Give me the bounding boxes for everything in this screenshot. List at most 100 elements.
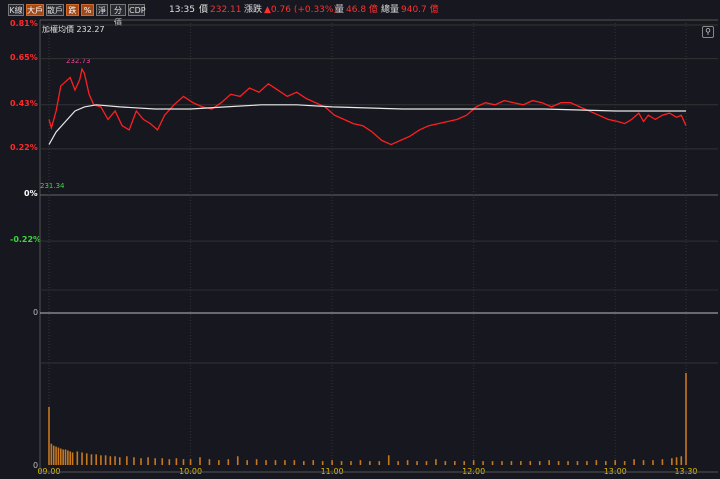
volume-bar-6 — [62, 449, 64, 465]
volume-bar-20 — [118, 457, 121, 465]
volume-zero-label: 0 — [33, 461, 39, 470]
volume-bar-27 — [168, 459, 171, 465]
volume-bar-72 — [586, 461, 588, 465]
toolbar-button-5[interactable]: 淨 — [96, 4, 108, 16]
volume-bar-12 — [81, 452, 83, 465]
volume-bar-37 — [255, 459, 258, 465]
volume-bar-61 — [482, 461, 484, 465]
low-annotation: 231.34 — [40, 182, 65, 190]
high-annotation: 232.73 — [66, 57, 91, 65]
volume-bar-74 — [604, 461, 607, 465]
toolbar-button-1[interactable]: 大戶 — [26, 4, 44, 16]
volume-bar-73 — [595, 460, 598, 465]
volume-bar-32 — [208, 459, 211, 465]
volume-bar-44 — [321, 461, 324, 465]
volume-bar-68 — [548, 460, 550, 465]
header-change: ▲0.76 (+0.33%) — [264, 5, 337, 15]
volume-bar-22 — [133, 457, 135, 465]
series-line-0 — [48, 67, 687, 146]
y-tick-label-5: -0.22% — [10, 235, 42, 245]
volume-bar-18 — [109, 456, 112, 465]
toolbar-button-0[interactable]: K線 — [8, 4, 24, 16]
volume-bar-58 — [453, 461, 456, 465]
header-total-vol-label: 總量 — [381, 5, 400, 15]
volume-bar-13 — [85, 453, 88, 465]
volume-bar-24 — [147, 457, 149, 465]
volume-bar-66 — [529, 461, 532, 465]
volume-bar-23 — [140, 458, 142, 465]
volume-bar-77 — [633, 459, 635, 465]
toolbar-button-6[interactable]: 分價 — [110, 4, 126, 27]
volume-bar-8 — [67, 450, 69, 465]
volume-bar-36 — [246, 460, 248, 465]
volume-bar-59 — [463, 461, 466, 465]
volume-bar-46 — [340, 461, 343, 465]
toolbar-button-4[interactable]: % — [81, 4, 94, 16]
price-lines — [48, 67, 687, 146]
y-tick-label-0: 0.81% — [10, 19, 38, 28]
link-icon[interactable]: ⚲ — [702, 26, 714, 38]
header-vol-label: 量 — [335, 5, 345, 15]
volume-bar-65 — [520, 461, 522, 465]
header-total-vol: 940.7 億 — [401, 5, 439, 15]
volume-bar-41 — [293, 460, 296, 465]
volume-bar-39 — [274, 460, 277, 465]
toolbar-button-7[interactable]: CDP — [128, 4, 146, 16]
volume-bar-57 — [444, 461, 447, 465]
header-price: 232.11 — [210, 5, 242, 15]
volume-bar-4 — [57, 447, 60, 465]
volume-bar-70 — [567, 461, 569, 465]
legend-label: 加權均價 232.27 — [42, 25, 105, 34]
volume-bar-11 — [76, 451, 79, 465]
volume-bar-1 — [50, 443, 53, 465]
volume-bar-55 — [425, 461, 428, 465]
y-tick-label-3: 0.22% — [10, 142, 38, 152]
volume-bar-17 — [104, 455, 107, 465]
volume-bar-79 — [652, 460, 654, 465]
volume-bar-9 — [69, 451, 72, 465]
zero-line-label: 0 — [33, 308, 39, 317]
volume-bar-7 — [64, 449, 67, 465]
series-line-1 — [48, 104, 686, 145]
volume-bar-81 — [671, 458, 673, 465]
volume-bar-78 — [642, 460, 645, 465]
volume-bar-53 — [406, 460, 409, 465]
volume-bar-30 — [189, 459, 192, 465]
toolbar-button-2[interactable]: 散戶 — [46, 4, 64, 16]
volume-bar-75 — [614, 460, 617, 465]
volume-bar-50 — [378, 461, 381, 465]
header-time: 13:35 — [169, 5, 195, 15]
header-change-label: 漲跌 — [244, 5, 263, 15]
volume-bar-64 — [510, 461, 513, 465]
volume-bar-15 — [95, 454, 97, 465]
toolbar-button-3[interactable]: 跌 — [66, 4, 79, 16]
volume-bar-0 — [48, 406, 50, 465]
volume-bar-60 — [472, 460, 475, 465]
y-tick-label-2: 0.43% — [10, 98, 38, 108]
grid — [39, 19, 718, 473]
volume-bar-42 — [303, 461, 305, 465]
volume-bar-47 — [350, 461, 352, 465]
y-tick-label-4: 0% — [24, 189, 38, 198]
volume-bars — [48, 373, 687, 465]
volume-bar-43 — [312, 460, 315, 465]
volume-bar-63 — [501, 461, 503, 465]
volume-bar-49 — [369, 461, 371, 465]
volume-bar-2 — [52, 445, 55, 465]
volume-bar-19 — [114, 456, 116, 465]
volume-bar-38 — [265, 460, 267, 465]
volume-bar-14 — [90, 454, 93, 465]
volume-bar-10 — [71, 452, 74, 465]
volume-bar-76 — [623, 461, 626, 465]
volume-bar-31 — [199, 457, 201, 465]
volume-bar-16 — [100, 455, 102, 465]
volume-bar-84 — [685, 373, 687, 465]
volume-bar-67 — [538, 461, 541, 465]
volume-bar-71 — [576, 461, 579, 465]
volume-bar-25 — [154, 458, 156, 465]
volume-bar-54 — [416, 461, 418, 465]
volume-bar-40 — [284, 460, 286, 465]
volume-bar-45 — [331, 460, 333, 465]
